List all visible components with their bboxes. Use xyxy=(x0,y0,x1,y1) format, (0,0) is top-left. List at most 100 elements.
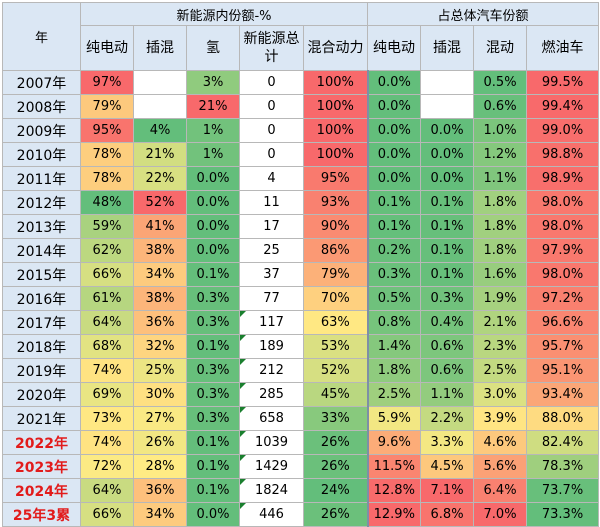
data-cell: 9.6% xyxy=(366,430,422,455)
data-cell: 0.1% xyxy=(186,334,240,359)
data-cell: 59% xyxy=(80,214,134,239)
data-cell: 52% xyxy=(302,358,369,383)
table-row: 2009年 95% 4% 1% 0 100% 0.0% 0.0% 1.0% 99.0% xyxy=(2,118,600,143)
data-cell: 0.1% xyxy=(186,430,240,455)
data-cell: 98.0% xyxy=(526,190,600,215)
data-cell: 212 xyxy=(239,358,304,383)
data-cell: 93% xyxy=(302,190,369,215)
data-cell: 0.0% xyxy=(186,238,240,263)
data-cell: 99.0% xyxy=(526,118,600,143)
data-cell: 2.1% xyxy=(473,310,528,335)
data-cell: 62% xyxy=(80,238,134,263)
data-cell: 90% xyxy=(302,214,369,239)
column-header: 纯电动 xyxy=(80,25,134,71)
data-cell: 3.9% xyxy=(473,406,528,431)
data-cell: 0.1% xyxy=(366,190,422,215)
data-cell: 1.1% xyxy=(473,166,528,191)
data-cell: 38% xyxy=(133,238,187,263)
data-cell: 78% xyxy=(80,142,134,167)
data-cell: 26% xyxy=(302,454,369,479)
column-header: 混动 xyxy=(473,25,528,71)
data-cell: 98.9% xyxy=(526,166,600,191)
data-cell: 0.0% xyxy=(186,166,240,191)
data-cell: 4% xyxy=(133,118,187,143)
data-cell: 0.0% xyxy=(366,70,422,95)
table-row: 2024年 64% 36% 0.1% 1824 24% 12.8% 7.1% 6.4% 73.7% xyxy=(2,478,600,503)
year-header: 年 xyxy=(2,2,81,71)
data-cell: 0.0% xyxy=(420,118,475,143)
data-cell: 95.7% xyxy=(526,334,600,359)
data-cell: 7.0% xyxy=(473,502,528,527)
data-cell: 1.6% xyxy=(473,262,528,287)
column-header: 氢 xyxy=(186,25,240,71)
data-cell: 0.1% xyxy=(186,454,240,479)
data-cell: 0.4% xyxy=(420,310,475,335)
data-cell: 26% xyxy=(302,502,369,527)
column-header: 燃油车 xyxy=(526,25,600,71)
table-row: 2013年 59% 41% 0.0% 17 90% 0.1% 0.1% 1.8% 98.0% xyxy=(2,214,600,239)
data-cell: 0.1% xyxy=(186,262,240,287)
data-cell: 1.8% xyxy=(473,214,528,239)
data-cell: 66% xyxy=(80,502,134,527)
data-cell: 97% xyxy=(80,70,134,95)
data-cell: 0 xyxy=(239,70,304,95)
year-cell: 2008年 xyxy=(2,94,81,119)
data-cell: 2.3% xyxy=(473,334,528,359)
data-cell: 3% xyxy=(186,70,240,95)
data-cell: 0.3% xyxy=(186,286,240,311)
data-cell: 37 xyxy=(239,262,304,287)
data-cell: 3.0% xyxy=(473,382,528,407)
data-cell: 1.4% xyxy=(366,334,422,359)
year-cell: 2010年 xyxy=(2,142,81,167)
data-cell: 78.3% xyxy=(526,454,600,479)
data-cell: 100% xyxy=(302,142,369,167)
data-cell: 24% xyxy=(302,478,369,503)
data-cell: 5.6% xyxy=(473,454,528,479)
data-cell: 1.1% xyxy=(420,382,475,407)
year-cell: 2021年 xyxy=(2,406,81,431)
table-row: 2010年 78% 21% 1% 0 100% 0.0% 0.0% 1.2% 98.8% xyxy=(2,142,600,167)
data-cell: 34% xyxy=(133,502,187,527)
data-cell xyxy=(420,94,475,119)
data-cell: 22% xyxy=(133,166,187,191)
data-cell: 98.8% xyxy=(526,142,600,167)
data-cell: 6.4% xyxy=(473,478,528,503)
data-cell: 658 xyxy=(239,406,304,431)
data-cell: 48% xyxy=(80,190,134,215)
data-cell: 0.1% xyxy=(366,214,422,239)
table-row: 2011年 78% 22% 0.0% 4 95% 0.0% 0.0% 1.1% 98.9% xyxy=(2,166,600,191)
data-cell: 34% xyxy=(133,262,187,287)
data-cell: 1039 xyxy=(239,430,304,455)
data-cell: 100% xyxy=(302,70,369,95)
data-cell: 68% xyxy=(80,334,134,359)
data-cell: 0.0% xyxy=(366,142,422,167)
data-cell: 446 xyxy=(239,502,304,527)
data-cell: 3.3% xyxy=(420,430,475,455)
data-cell: 74% xyxy=(80,358,134,383)
data-cell: 28% xyxy=(133,454,187,479)
data-cell: 2.5% xyxy=(366,382,422,407)
data-cell: 0 xyxy=(239,118,304,143)
data-cell xyxy=(133,94,187,119)
data-cell: 99.5% xyxy=(526,70,600,95)
data-cell: 53% xyxy=(302,334,369,359)
data-cell: 0.6% xyxy=(473,94,528,119)
data-cell: 0.6% xyxy=(420,358,475,383)
data-cell: 1.8% xyxy=(473,238,528,263)
data-cell: 26% xyxy=(302,430,369,455)
data-cell: 21% xyxy=(186,94,240,119)
year-cell: 2022年 xyxy=(2,430,81,455)
table-row: 2012年 48% 52% 0.0% 11 93% 0.1% 0.1% 1.8% 98.0% xyxy=(2,190,600,215)
data-cell xyxy=(420,70,475,95)
data-cell: 0.3% xyxy=(186,382,240,407)
data-cell: 93.4% xyxy=(526,382,600,407)
data-cell: 4 xyxy=(239,166,304,191)
data-cell: 1429 xyxy=(239,454,304,479)
group-header-nev-share: 新能源内份额-% xyxy=(79,2,369,26)
data-cell: 64% xyxy=(80,310,134,335)
column-header: 新能源总计 xyxy=(239,25,304,71)
data-cell: 12.9% xyxy=(366,502,422,527)
data-cell: 27% xyxy=(133,406,187,431)
data-cell: 1% xyxy=(186,142,240,167)
data-cell: 0.3% xyxy=(186,406,240,431)
